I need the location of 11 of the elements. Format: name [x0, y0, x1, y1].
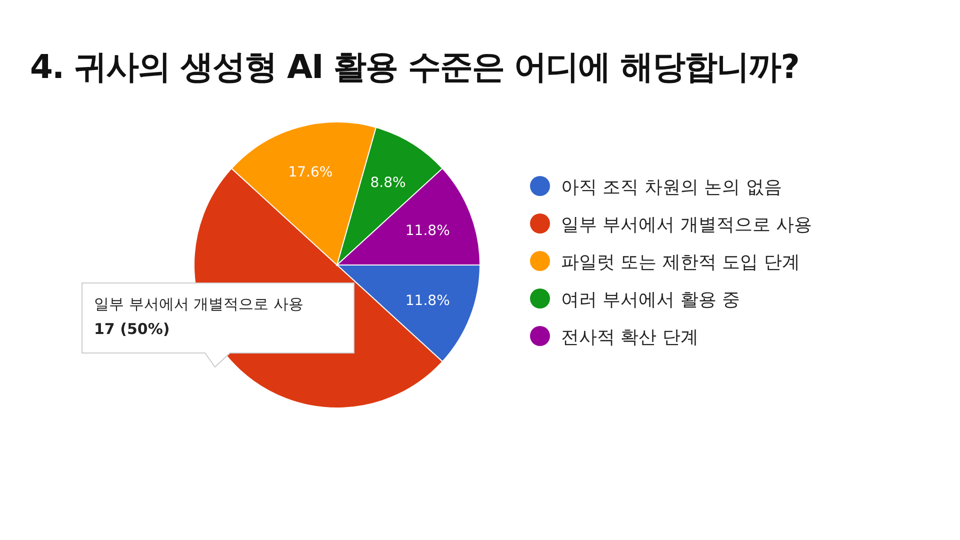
- data-label: 11.8%: [405, 222, 450, 239]
- legend-label: 아직 조직 차원의 논의 없음: [561, 177, 782, 198]
- data-label: 17.6%: [288, 164, 333, 180]
- data-label: 11.8%: [405, 293, 450, 310]
- tooltip: 일부 부서에서 개별적으로 사용 17 (50%): [82, 282, 354, 368]
- legend-label: 여러 부서에서 활용 중: [561, 290, 740, 310]
- data-label: 8.8%: [370, 175, 406, 192]
- chart-title: 4. 귀사의 생성형 AI 활용 수준은 어디에 해당합니까?: [30, 47, 799, 86]
- legend-label: 전사적 확산 단계: [561, 327, 698, 348]
- legend-label: 일부 부서에서 개별적으로 사용: [561, 214, 812, 236]
- legend-label: 파일럿 또는 제한적 도입 단계: [561, 252, 800, 273]
